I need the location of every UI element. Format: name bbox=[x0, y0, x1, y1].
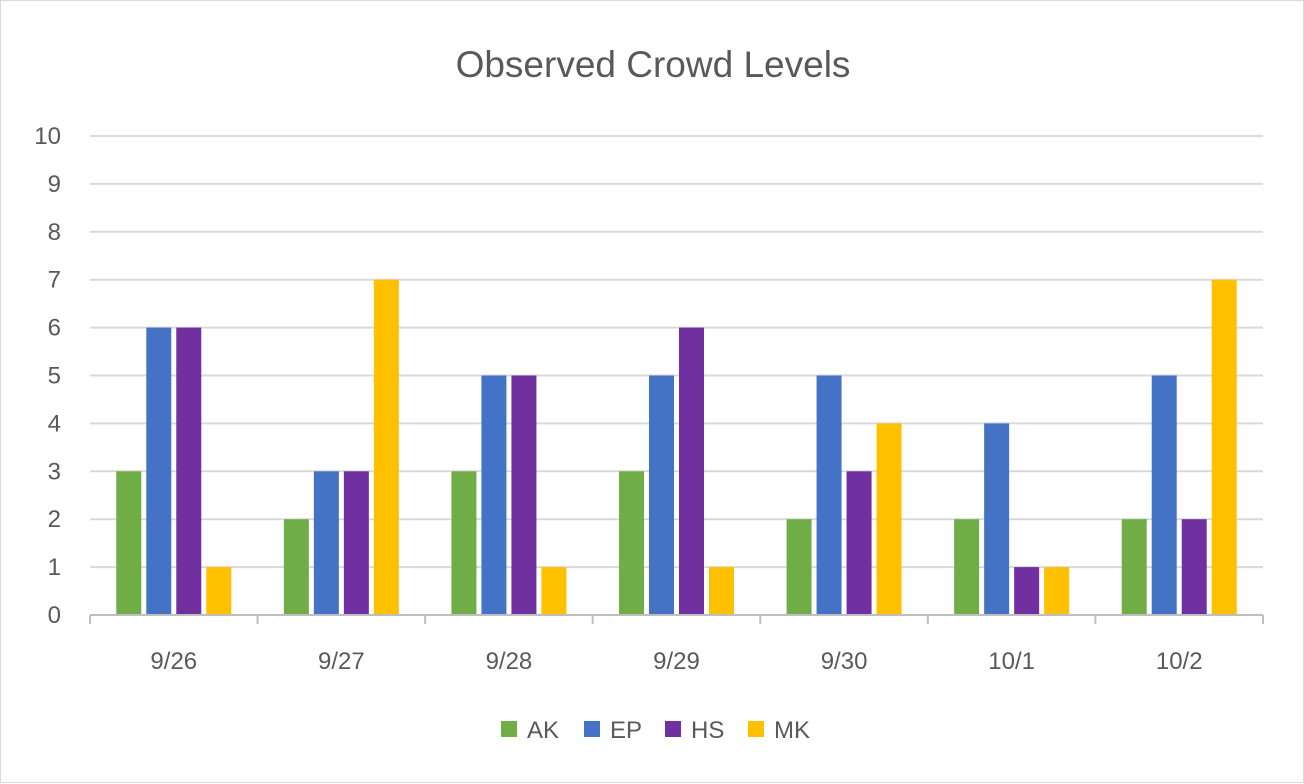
bar-ak-9-29 bbox=[619, 471, 644, 615]
y-tick-label: 7 bbox=[48, 267, 61, 294]
legend-label-mk: MK bbox=[774, 717, 810, 744]
bar-hs-9-27 bbox=[343, 471, 369, 615]
bar-mk-9-27 bbox=[373, 279, 399, 615]
y-tick-label: 0 bbox=[48, 602, 61, 629]
bar-hs-9-29 bbox=[679, 327, 704, 615]
y-tick-label: 8 bbox=[48, 219, 61, 246]
y-tick-label: 9 bbox=[48, 171, 61, 198]
x-tick-label: 9/29 bbox=[653, 648, 700, 675]
bar-mk-10-2 bbox=[1211, 279, 1237, 615]
legend-swatch-ak bbox=[501, 721, 517, 737]
bar-ep-9-26 bbox=[146, 327, 172, 615]
y-tick-label: 2 bbox=[48, 506, 61, 533]
bar-ep-9-29 bbox=[649, 375, 674, 615]
bar-ep-9-28 bbox=[481, 375, 507, 615]
y-tick-label: 5 bbox=[48, 363, 61, 390]
y-tick-label: 10 bbox=[34, 123, 61, 150]
chart-title: Observed Crowd Levels bbox=[456, 44, 851, 85]
x-tick-label: 9/28 bbox=[486, 648, 533, 675]
x-tick-label: 10/1 bbox=[988, 648, 1035, 675]
y-tick-label: 4 bbox=[48, 410, 61, 437]
bar-hs-9-30 bbox=[846, 471, 872, 615]
bar-ak-9-26 bbox=[116, 471, 142, 615]
x-tick-label: 10/2 bbox=[1156, 648, 1203, 675]
bar-mk-9-30 bbox=[876, 423, 902, 615]
x-tick-label: 9/27 bbox=[318, 648, 365, 675]
y-tick-label: 1 bbox=[48, 554, 61, 581]
bar-ak-9-27 bbox=[283, 519, 309, 615]
legend-label-ep: EP bbox=[610, 717, 642, 744]
bar-hs-9-28 bbox=[511, 375, 537, 615]
x-tick-label: 9/26 bbox=[150, 648, 197, 675]
legend: AK EP HS MK bbox=[501, 717, 810, 744]
gridlines bbox=[90, 135, 1263, 569]
legend-label-ak: AK bbox=[527, 717, 559, 744]
legend-label-hs: HS bbox=[691, 717, 724, 744]
bar-hs-10-2 bbox=[1181, 519, 1207, 615]
legend-swatch-ep bbox=[584, 721, 600, 737]
bar-mk-10-1 bbox=[1044, 567, 1070, 615]
y-tick-label: 3 bbox=[48, 458, 61, 485]
bar-hs-9-26 bbox=[176, 327, 202, 615]
bar-ep-9-27 bbox=[313, 471, 339, 615]
y-tick-label: 6 bbox=[48, 315, 61, 342]
y-axis-ticks: 0 1 2 3 4 5 6 7 8 9 10 bbox=[34, 123, 61, 629]
bar-hs-10-1 bbox=[1014, 567, 1040, 615]
bars bbox=[116, 279, 1237, 615]
bar-mk-9-28 bbox=[541, 567, 567, 615]
bar-ep-10-2 bbox=[1151, 375, 1177, 615]
bar-ak-10-2 bbox=[1121, 519, 1147, 615]
bar-ep-10-1 bbox=[984, 423, 1010, 615]
x-tick-label: 9/30 bbox=[821, 648, 868, 675]
bar-ak-9-28 bbox=[451, 471, 477, 615]
bar-mk-9-29 bbox=[709, 567, 734, 615]
x-axis: 9/26 9/27 9/28 9/29 9/30 10/1 10/2 bbox=[89, 614, 1264, 675]
legend-swatch-mk bbox=[748, 721, 764, 737]
legend-swatch-hs bbox=[665, 721, 681, 737]
bar-mk-9-26 bbox=[206, 567, 232, 615]
bar-ak-9-30 bbox=[786, 519, 812, 615]
bar-ak-10-1 bbox=[954, 519, 980, 615]
bar-ep-9-30 bbox=[816, 375, 842, 615]
